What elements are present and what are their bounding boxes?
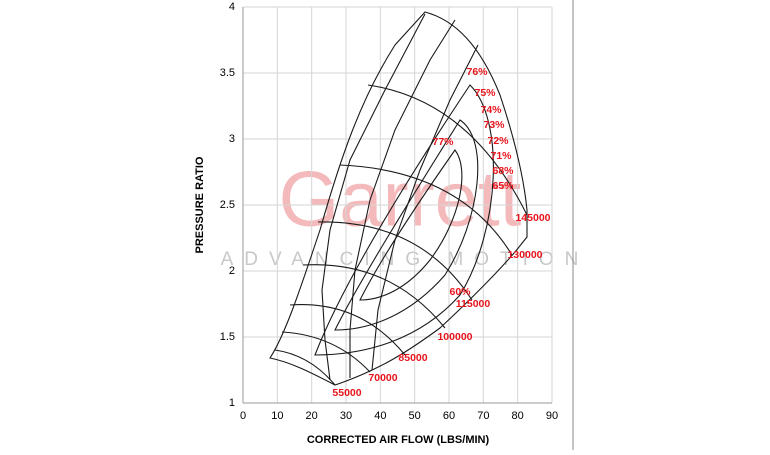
speed-line-label: 115000: [456, 298, 491, 310]
speed-line: [289, 304, 406, 356]
x-tick-label: 0: [240, 410, 246, 422]
efficiency-label: 75%: [474, 87, 496, 99]
compressor-map: [269, 11, 528, 386]
speed-line-label: 70000: [368, 372, 397, 384]
efficiency-label: 68%: [492, 165, 514, 177]
speed-line: [317, 221, 473, 301]
x-tick-label: 40: [374, 410, 386, 422]
speed-line: [339, 164, 513, 256]
speed-line-label: 85000: [398, 352, 427, 364]
watermark-logo: Garrett: [279, 155, 522, 243]
efficiency-label: 76%: [466, 66, 488, 78]
x-tick-label: 30: [340, 410, 352, 422]
choke-line: [349, 19, 456, 378]
y-tick-label: 3.5: [220, 67, 235, 79]
speed-line-label: 100000: [437, 331, 472, 343]
speed-line-label: 55000: [332, 387, 361, 399]
y-tick-label: 1: [229, 397, 235, 409]
y-tick-label: 1.5: [220, 331, 235, 343]
x-tick-label: 50: [409, 410, 421, 422]
x-tick-label: 10: [271, 410, 283, 422]
y-tick-label: 2.5: [220, 199, 235, 211]
efficiency-island: [334, 119, 479, 331]
speed-line: [281, 331, 371, 373]
y-tick-label: 2: [229, 265, 235, 277]
x-tick-label: 80: [512, 410, 524, 422]
x-tick-label: 70: [477, 410, 489, 422]
x-tick-label: 90: [546, 410, 558, 422]
y-axis-title: PRESSURE RATIO: [194, 156, 206, 253]
efficiency-label: 73%: [483, 119, 505, 131]
efficiency-label: 71%: [490, 150, 512, 162]
x-tick-label: 60: [443, 410, 455, 422]
grid: 0 10 20 30 40 50 60 70 80 90 1 1.5 2 2.5 3 3.5 4: [220, 1, 558, 422]
speed-line-label: 130000: [507, 249, 542, 261]
efficiency-label: 74%: [480, 104, 502, 116]
map-outline: [269, 11, 528, 386]
speed-line-label: 145000: [515, 212, 550, 224]
choke-line: [321, 13, 426, 381]
y-tick-label: 4: [229, 1, 235, 13]
efficiency-label: 60%: [449, 286, 471, 298]
efficiency-island: [359, 149, 463, 301]
efficiency-label: 77%: [432, 136, 454, 148]
efficiency-island: [314, 84, 494, 356]
speed-line: [367, 84, 528, 216]
efficiency-label: 72%: [487, 135, 509, 147]
y-tick-label: 3: [229, 133, 235, 145]
speed-line: [302, 264, 446, 329]
x-axis-title: CORRECTED AIR FLOW (LBS/MIN): [307, 434, 490, 446]
x-tick-label: 20: [306, 410, 318, 422]
efficiency-label: 65%: [492, 180, 514, 192]
